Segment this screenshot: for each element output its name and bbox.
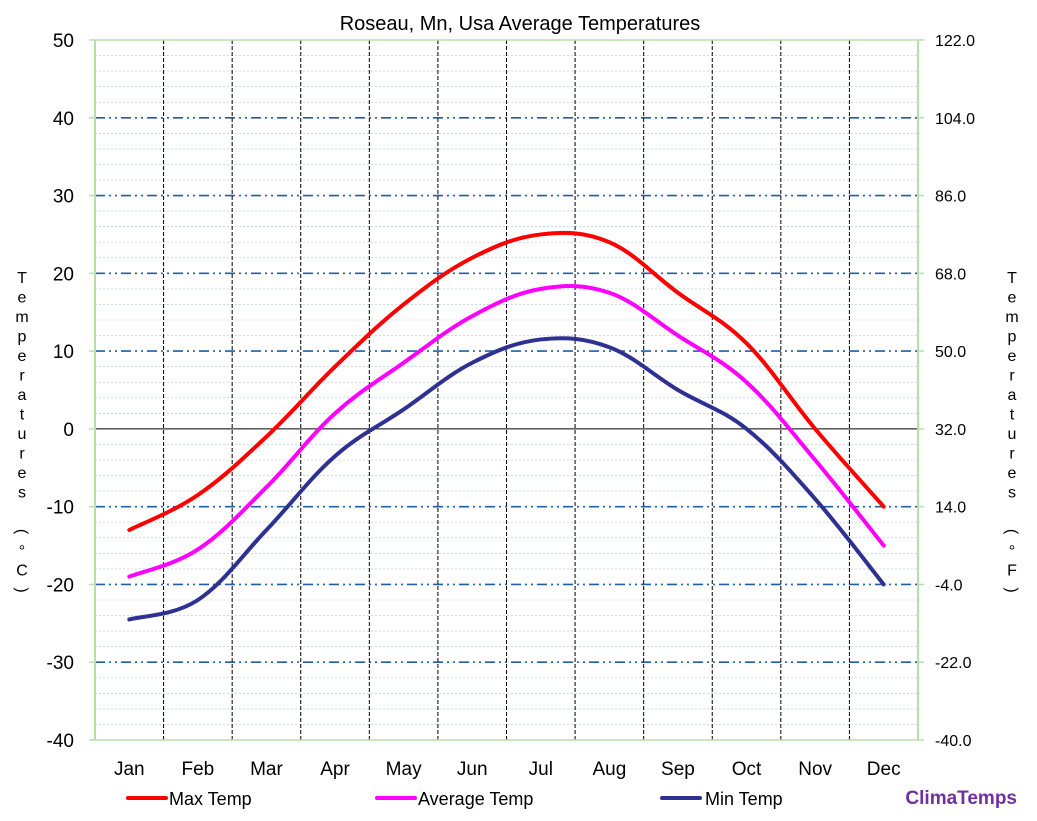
x-tick-label: Jul (529, 759, 553, 780)
series-line-3 (127, 336, 886, 622)
tick-labels: 50 40 30 20 10 0 -10 -20 -30 -40 122.0 104.0 86.0 68.… (47, 31, 976, 780)
series-line-2 (127, 284, 886, 579)
y-tick-label-right: 50.0 (935, 344, 966, 361)
legend: Max Temp Average Temp Min Temp (126, 789, 783, 809)
y-tick-label-left: 10 (53, 342, 74, 363)
axis-label-char: e (18, 348, 27, 365)
axis-label-char: T (1007, 270, 1017, 287)
y-tick-label-left: -10 (47, 498, 74, 519)
axis-label-char: r (1009, 368, 1015, 385)
x-tick-label: Apr (320, 759, 350, 780)
axis-label-char: e (1008, 465, 1017, 482)
y-tick-label-right: 86.0 (935, 189, 966, 206)
axis-label-char: ) (13, 587, 30, 592)
x-tick-label: Oct (732, 759, 762, 780)
series-line-1 (127, 230, 886, 532)
axis-label-char: F (1007, 563, 1017, 580)
x-tick-label: May (386, 759, 422, 780)
axis-label-char: T (17, 270, 27, 287)
axis-label-char: s (18, 485, 26, 502)
x-tick-label: Dec (867, 759, 901, 780)
axis-label-char: p (18, 329, 27, 346)
legend-label: Average Temp (418, 789, 533, 809)
axis-label-char: u (1008, 426, 1017, 443)
axis-label-char: e (1008, 348, 1017, 365)
axis-label-char: ( (13, 529, 30, 535)
x-tick-label: Mar (250, 759, 283, 780)
axis-label-char: m (1005, 309, 1018, 326)
x-tick-label: Jan (114, 759, 145, 780)
axis-label-char: e (18, 465, 27, 482)
y-tick-label-left: -40 (47, 731, 74, 752)
axis-label-char: a (18, 387, 27, 404)
y-axis-label-right: Temperatures(°F) (1003, 270, 1020, 593)
grid (95, 40, 918, 740)
axis-label-char: t (20, 407, 25, 424)
axis-label-char: ° (19, 543, 25, 560)
axis-label-char: a (1008, 387, 1017, 404)
chart-title: Roseau, Mn, Usa Average Temperatures (340, 13, 701, 35)
y-tick-label-right: 122.0 (935, 33, 975, 50)
axis-label-char: p (1008, 329, 1017, 346)
axis-label-char: ° (1009, 543, 1015, 560)
x-tick-label: Sep (661, 759, 695, 780)
axis-label-char: u (18, 426, 27, 443)
axis-label-char: C (16, 563, 28, 580)
y-axis-label-left: Temperatures(°C) (13, 270, 30, 593)
y-tick-label-right: 68.0 (935, 266, 966, 283)
axis-label-char: ) (1003, 587, 1020, 592)
axis-label-char: r (19, 446, 25, 463)
y-tick-label-left: 0 (63, 420, 74, 441)
axis-label-char: e (1008, 290, 1017, 307)
y-tick-label-right: -22.0 (935, 655, 972, 672)
axes (89, 39, 924, 741)
y-tick-label-left: 30 (53, 187, 74, 208)
series-lines (127, 230, 886, 622)
axis-label-char: t (1010, 407, 1015, 424)
brand-logo: ClimaTemps (905, 788, 1017, 809)
legend-label: Min Temp (705, 789, 783, 809)
y-tick-label-left: -30 (47, 653, 74, 674)
y-tick-label-left: 20 (53, 264, 74, 285)
axis-label-char: s (1008, 485, 1016, 502)
y-tick-label-left: -20 (47, 575, 74, 596)
legend-label: Max Temp (169, 789, 252, 809)
axis-label-char: e (18, 290, 27, 307)
y-tick-label-right: 32.0 (935, 422, 966, 439)
y-tick-label-right: 14.0 (935, 500, 966, 517)
axis-label-char: r (19, 368, 25, 385)
y-tick-label-left: 40 (53, 109, 74, 130)
y-tick-label-left: 50 (53, 31, 74, 52)
axis-label-char: ( (1003, 529, 1020, 535)
y-tick-label-right: 104.0 (935, 111, 975, 128)
y-tick-label-right: -40.0 (935, 733, 972, 750)
y-tick-label-right: -4.0 (935, 577, 963, 594)
axis-label-char: r (1009, 446, 1015, 463)
x-tick-label: Feb (182, 759, 215, 780)
x-tick-label: Aug (592, 759, 626, 780)
axis-label-char: m (15, 309, 28, 326)
x-tick-label: Nov (798, 759, 832, 780)
x-tick-label: Jun (457, 759, 488, 780)
